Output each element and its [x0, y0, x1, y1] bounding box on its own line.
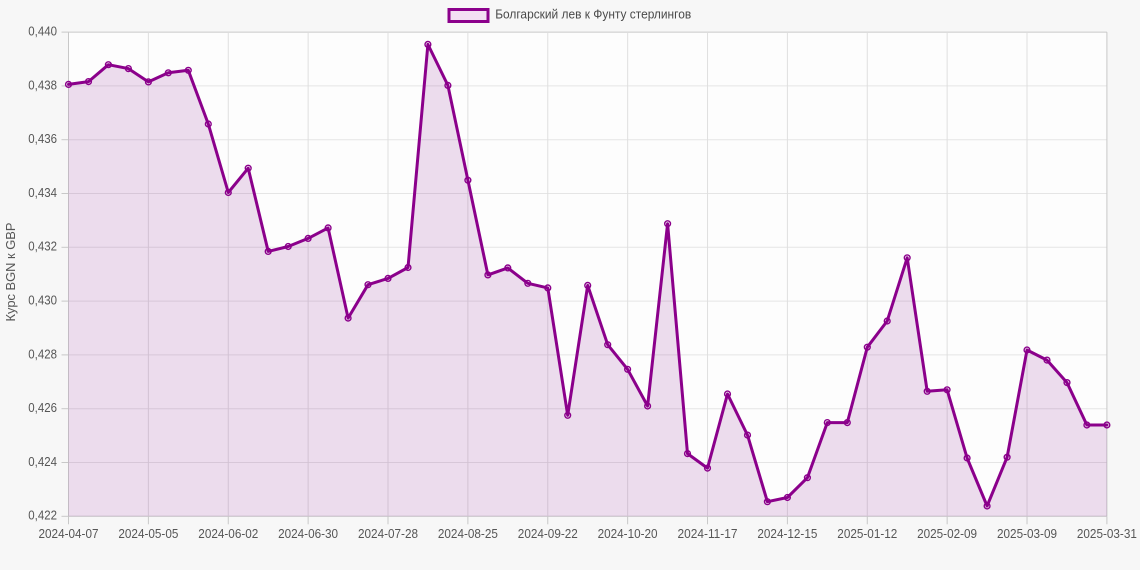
- svg-text:0,428: 0,428: [28, 347, 57, 361]
- svg-text:2025-03-09: 2025-03-09: [997, 527, 1057, 541]
- svg-text:Болгарский лев к Фунту стерлин: Болгарский лев к Фунту стерлингов: [495, 6, 691, 21]
- svg-text:Курс BGN к GBP: Курс BGN к GBP: [4, 223, 18, 322]
- svg-text:0,440: 0,440: [28, 25, 57, 39]
- svg-text:2025-03-31: 2025-03-31: [1077, 527, 1137, 541]
- svg-text:2024-06-30: 2024-06-30: [278, 527, 338, 541]
- svg-text:0,424: 0,424: [28, 455, 57, 469]
- svg-text:0,434: 0,434: [28, 186, 57, 200]
- svg-text:2024-07-28: 2024-07-28: [358, 527, 418, 541]
- svg-text:2024-05-05: 2024-05-05: [118, 527, 178, 541]
- svg-text:2024-12-15: 2024-12-15: [757, 527, 817, 541]
- svg-text:2025-02-09: 2025-02-09: [917, 527, 977, 541]
- svg-text:2024-11-17: 2024-11-17: [678, 527, 738, 541]
- svg-text:0,438: 0,438: [28, 78, 57, 92]
- svg-text:0,432: 0,432: [28, 240, 57, 254]
- svg-text:2024-08-25: 2024-08-25: [438, 527, 498, 541]
- svg-text:2024-06-02: 2024-06-02: [198, 527, 258, 541]
- svg-text:2024-10-20: 2024-10-20: [598, 527, 658, 541]
- svg-text:2025-01-12: 2025-01-12: [837, 527, 897, 541]
- svg-text:0,426: 0,426: [28, 401, 57, 415]
- svg-text:2024-04-07: 2024-04-07: [39, 527, 99, 541]
- svg-text:2024-09-22: 2024-09-22: [518, 527, 578, 541]
- svg-text:0,430: 0,430: [28, 294, 57, 308]
- svg-text:0,436: 0,436: [28, 132, 57, 146]
- svg-text:0,422: 0,422: [28, 509, 57, 523]
